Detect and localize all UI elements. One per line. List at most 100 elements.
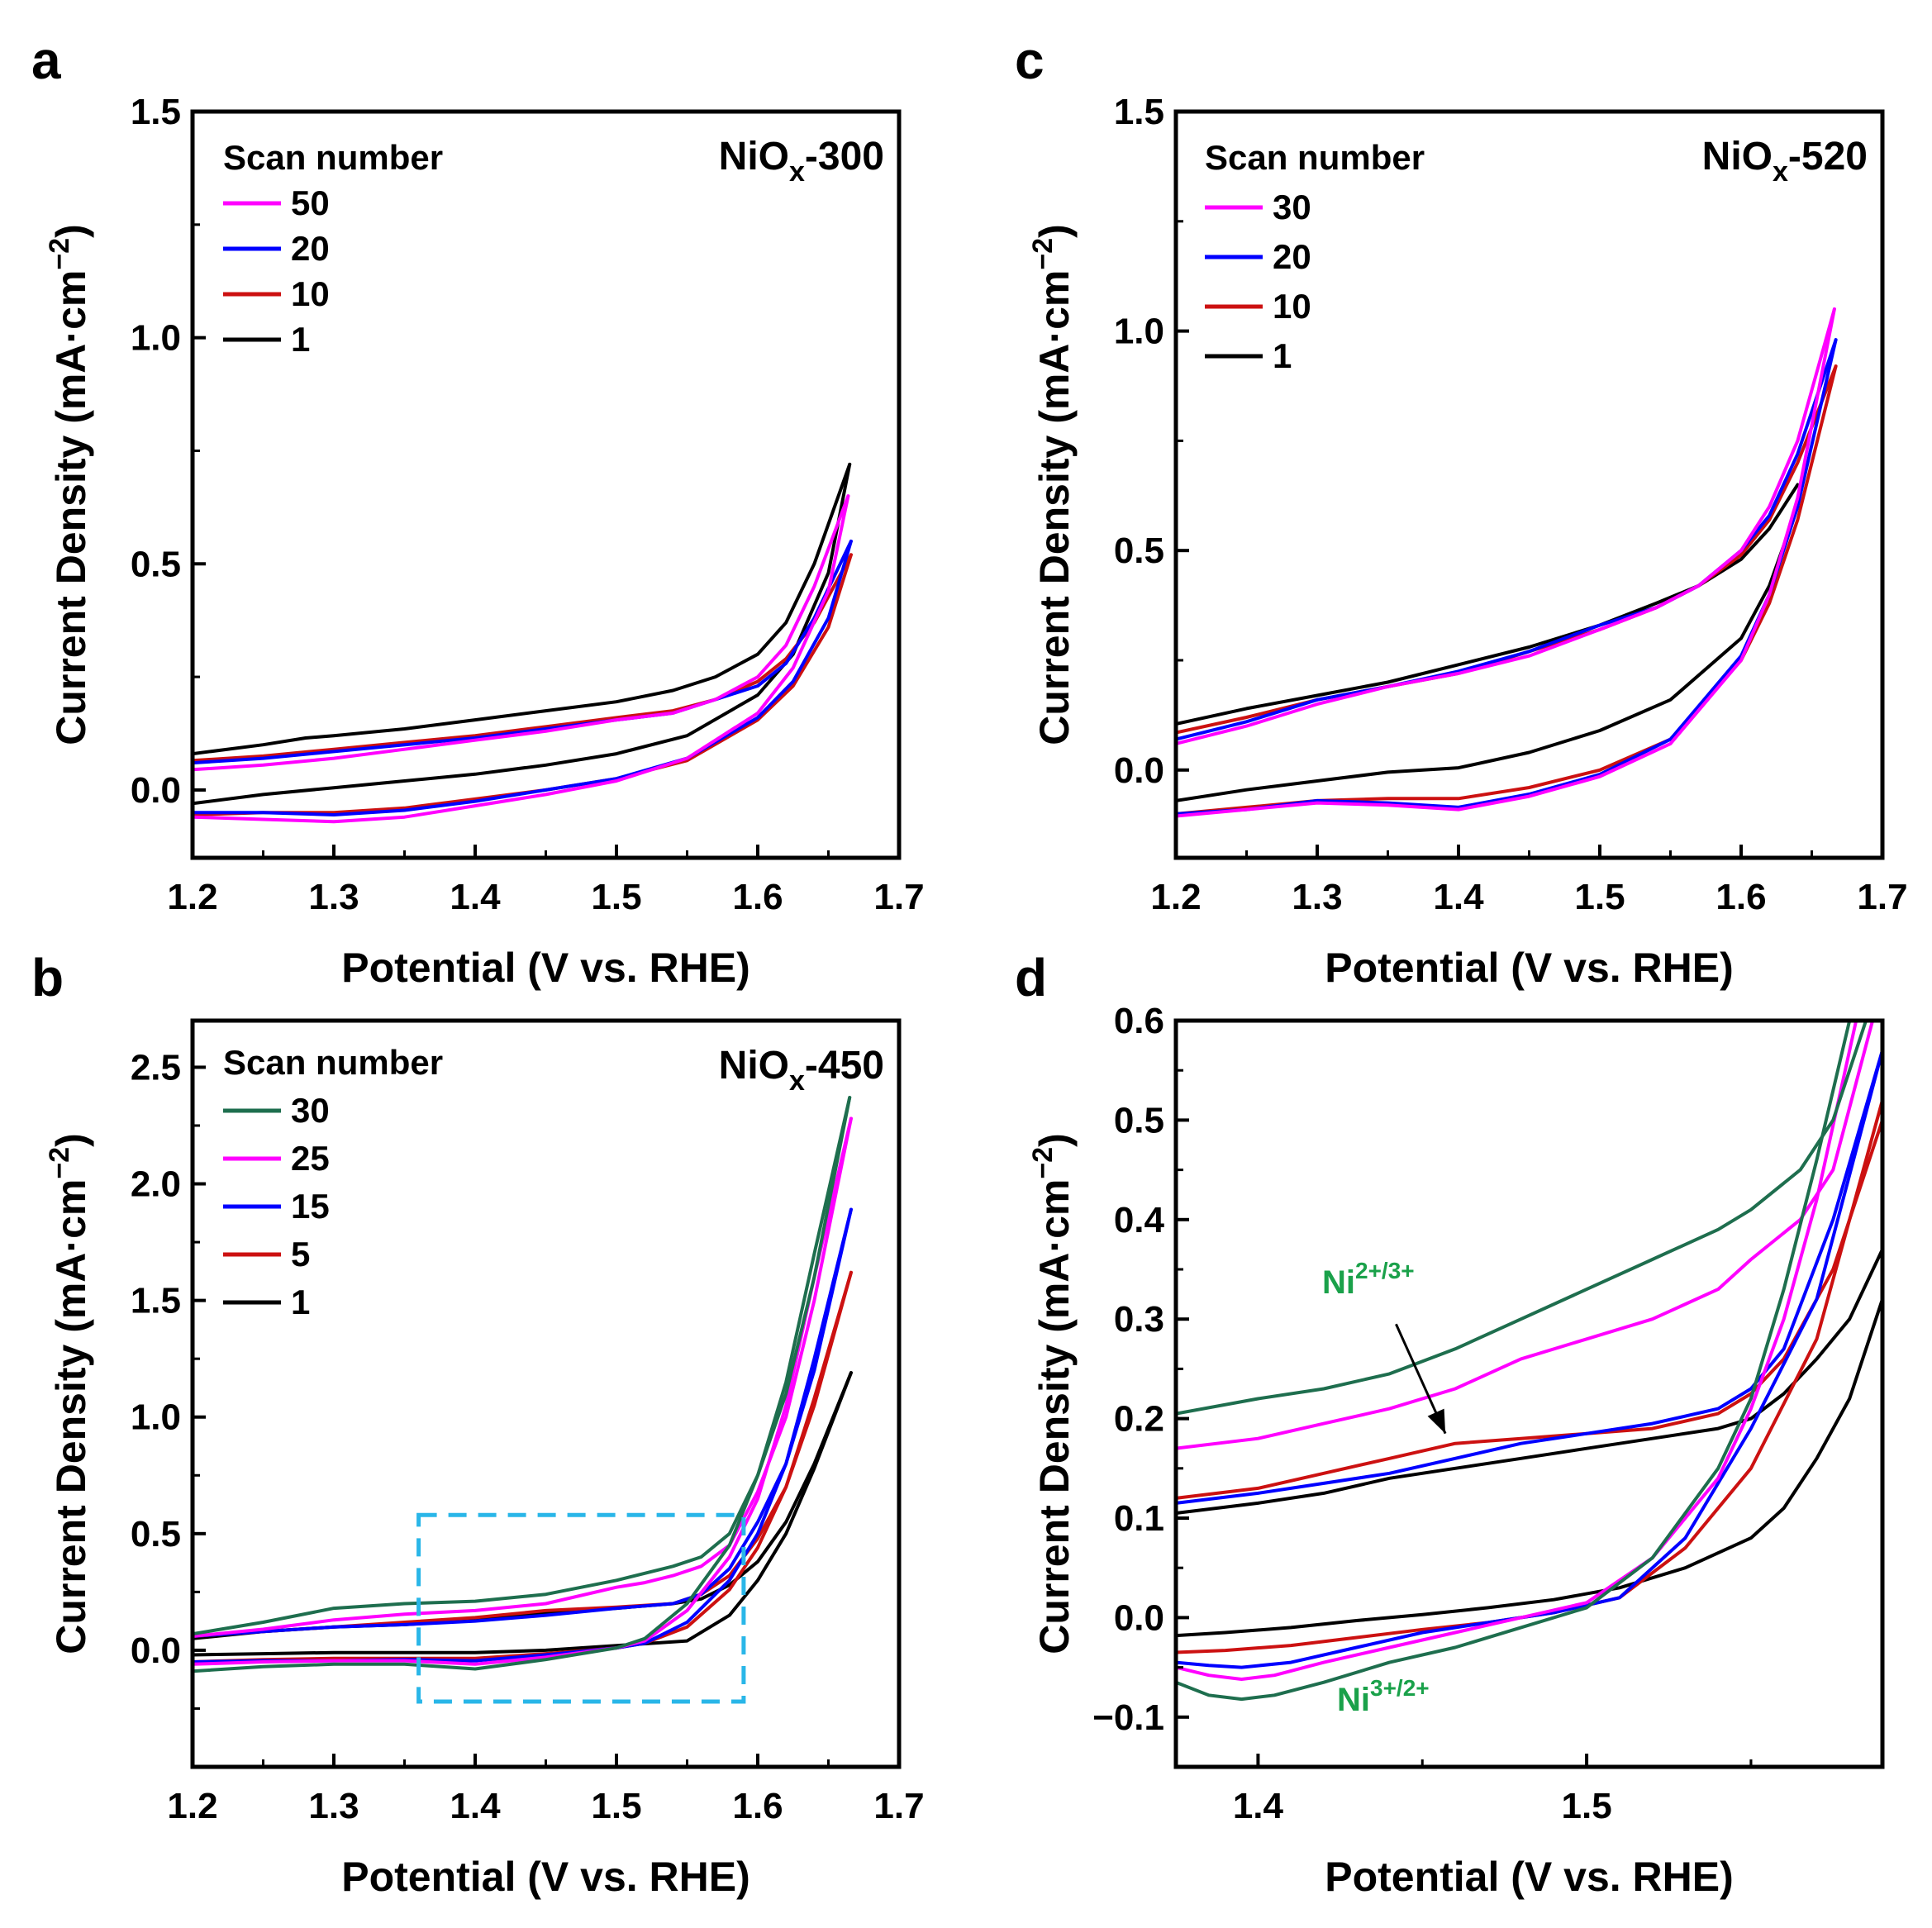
panel-title-main: NiO [1702, 135, 1773, 179]
y-axis-label-sup: −2 [44, 238, 75, 270]
annotation-sup: 2+/3+ [1355, 1258, 1415, 1283]
y-axis-label: Current Density (mA·cm−2) [44, 1133, 94, 1654]
y-axis-label: Current Density (mA·cm−2) [1027, 1133, 1078, 1654]
y-axis-label-sup: −2 [44, 1147, 75, 1179]
panel-label: d [1015, 948, 1047, 1007]
series-line-1-backward [193, 462, 852, 756]
y-tick-label: 0.5 [131, 544, 181, 584]
annotation-sup: 3+/2+ [1370, 1675, 1430, 1701]
series-line-50-forward [193, 494, 850, 824]
x-tick-label: 1.6 [732, 877, 783, 917]
y-axis-label-main: Current Density (mA·cm [48, 270, 94, 745]
series-line-30-backward [1176, 307, 1836, 745]
legend-label-1: 1 [291, 320, 310, 359]
x-tick-label: 1.5 [591, 1786, 641, 1826]
y-axis-label-main: Current Density (mA·cm [1031, 270, 1078, 745]
legend-title: Scan number [1205, 138, 1425, 177]
panel-title-suffix: -520 [1788, 135, 1868, 179]
annotation-main: Ni [1337, 1682, 1370, 1718]
x-tick-label: 1.5 [1574, 877, 1625, 917]
series-line-10-backward [1176, 364, 1838, 735]
series-line-20-forward [1176, 338, 1838, 816]
series-line-15-backward [1176, 1049, 1882, 1505]
x-tick-label: 1.6 [732, 1786, 783, 1826]
legend-title: Scan number [223, 138, 443, 177]
y-tick-label: 0.0 [1114, 1597, 1164, 1638]
panel-title-suffix: -450 [805, 1044, 884, 1088]
legend-label-10: 10 [1273, 287, 1311, 326]
legend-label-30: 30 [1273, 188, 1311, 226]
series-line-1-forward [1176, 505, 1800, 802]
plot-frame [190, 109, 902, 860]
x-tick-label: 1.7 [873, 1786, 924, 1826]
series-line-30-forward [1176, 1021, 1852, 1702]
x-axis-label: Potential (V vs. RHE) [1325, 1854, 1734, 1900]
series-group [193, 462, 853, 824]
legend-label-10: 10 [291, 274, 330, 313]
series-line-5-backward [193, 1270, 853, 1638]
panel-label: a [31, 31, 61, 90]
panel-c: c 1.2 1.3 1.4 1.5 1.6 1.7 0.0 0.5 1.0 1.5 Potential… [1015, 31, 1908, 991]
panel-title-sub: x [789, 1065, 805, 1097]
x-tick-label: 1.4 [450, 1786, 501, 1826]
legend-label-20: 20 [1273, 237, 1311, 276]
series-line-1-backward [193, 1371, 853, 1640]
y-tick-label: 0.5 [131, 1514, 181, 1554]
y-axis-label-sup: −2 [1027, 1147, 1059, 1179]
x-tick-label: 1.4 [1433, 877, 1484, 917]
x-tick-label: 1.3 [308, 877, 359, 917]
panel-title-main: NiO [719, 135, 789, 179]
series-line-50-backward [193, 494, 850, 772]
x-tick-label: 1.5 [591, 877, 641, 917]
x-tick-label: 1.4 [1233, 1786, 1284, 1826]
x-tick-label: 1.3 [308, 1786, 359, 1826]
y-axis-label: Current Density (mA·cm−2) [44, 224, 94, 745]
series-line-5-forward [193, 1270, 853, 1664]
legend-label-5: 5 [291, 1235, 310, 1273]
series-line-10-forward [1176, 364, 1838, 816]
y-axis-label-close: ) [48, 1133, 94, 1147]
y-tick-label: 1.5 [1114, 92, 1164, 132]
panel-title: NiOx-520 [1702, 135, 1868, 188]
panel-a: a 1.2 1.3 1.4 1.5 1.6 1.7 0.0 0.5 1.0 1.5 Potential… [31, 31, 925, 991]
y-axis-label-main: Current Density (mA·cm [1031, 1179, 1078, 1654]
legend-label-30: 30 [291, 1091, 330, 1130]
panel-b: b 1.2 1.3 1.4 1.5 1.6 1.7 0.0 0.5 1.0 1.5 2.0 2.5 Pot… [31, 948, 925, 1900]
panel-title-sub: x [789, 156, 805, 188]
y-tick-label: 2.5 [131, 1047, 181, 1088]
legend-label-1: 1 [1273, 336, 1292, 375]
y-tick-label: 0.1 [1114, 1498, 1164, 1539]
series-line-30-forward [193, 1096, 852, 1673]
series-line-30-backward [1176, 1021, 1868, 1416]
y-tick-label: 1.0 [131, 1397, 181, 1438]
series-line-15-forward [1176, 1049, 1882, 1669]
y-tick-label: 0.5 [1114, 1100, 1164, 1140]
panel-title-suffix: -300 [805, 135, 884, 179]
y-tick-label: 1.0 [131, 318, 181, 359]
y-tick-label: 1.5 [131, 92, 181, 132]
series-line-1-backward [1176, 1247, 1882, 1515]
panel-title: NiOx-450 [719, 1044, 884, 1097]
x-tick-label: 1.6 [1715, 877, 1766, 917]
plot-frame [1173, 1018, 1885, 1769]
y-tick-label: 2.0 [131, 1164, 181, 1205]
legend-label-1: 1 [291, 1283, 310, 1321]
legend-title: Scan number [223, 1043, 443, 1082]
y-tick-label: 0.4 [1114, 1200, 1165, 1240]
y-tick-label: 1.5 [131, 1281, 181, 1321]
y-tick-label: −0.1 [1092, 1697, 1164, 1738]
legend-label-50: 50 [291, 183, 330, 222]
y-tick-label: 0.0 [1114, 750, 1164, 791]
y-axis-label-close: ) [48, 224, 94, 238]
x-tick-label: 1.3 [1292, 877, 1342, 917]
y-tick-label: 0.3 [1114, 1299, 1164, 1340]
series-line-15-forward [193, 1207, 853, 1664]
y-axis-label: Current Density (mA·cm−2) [1027, 224, 1078, 745]
series-line-25-backward [1176, 1021, 1875, 1450]
panel-title: NiOx-300 [719, 135, 884, 188]
series-line-25-backward [193, 1116, 853, 1638]
y-axis-label-close: ) [1031, 224, 1078, 238]
series-line-10-backward [193, 553, 853, 763]
y-tick-label: 0.5 [1114, 531, 1164, 571]
